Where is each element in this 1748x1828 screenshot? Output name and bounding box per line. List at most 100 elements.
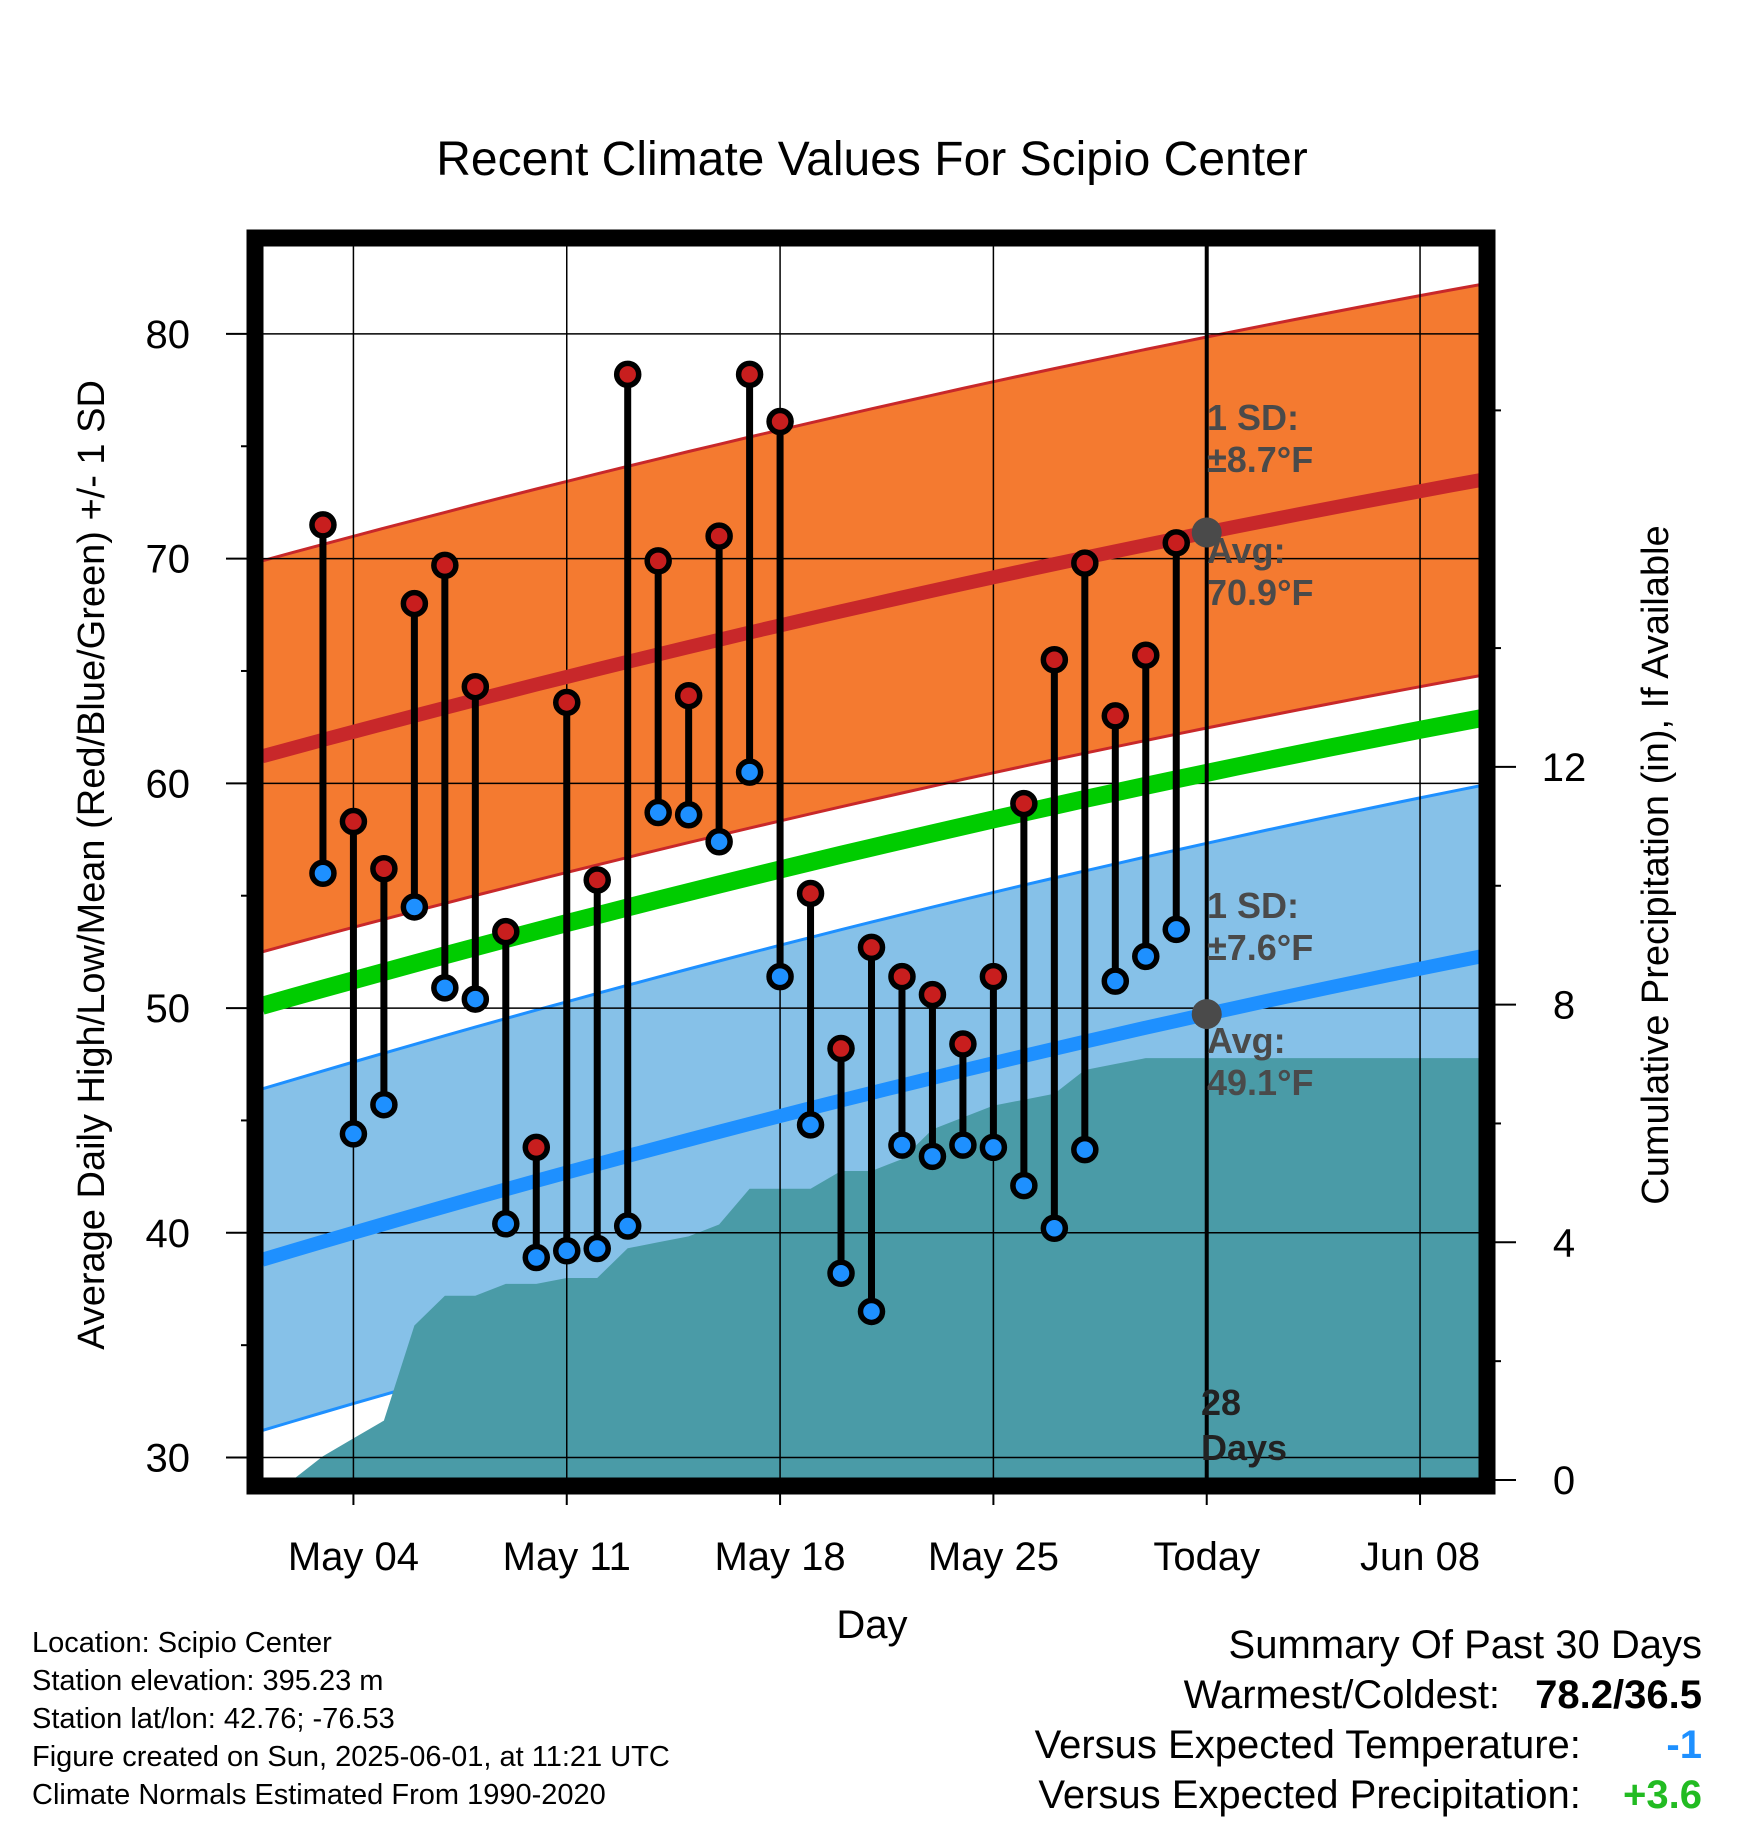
daily-low-point <box>461 985 490 1013</box>
daily-low-point <box>735 758 764 786</box>
today-avg-low-marker <box>1191 999 1222 1030</box>
daily-low-point <box>553 1237 581 1265</box>
high-avg-value: 70.9°F <box>1207 572 1313 613</box>
daily-high-point <box>309 511 337 539</box>
y-tick-label: 30 <box>146 1437 191 1481</box>
daily-high-point <box>400 589 429 618</box>
daily-low-point <box>979 1133 1008 1162</box>
high-sd-upper-edge <box>262 283 1481 563</box>
days-count: 28 <box>1201 1382 1241 1423</box>
x-tick-label: Jun 08 <box>1360 1535 1480 1579</box>
daily-low-point <box>522 1243 551 1272</box>
daily-low-point <box>1010 1171 1038 1200</box>
daily-high-point <box>1162 529 1190 557</box>
y-tick-label: 80 <box>146 313 191 357</box>
daily-high-point <box>583 866 611 894</box>
daily-low-point <box>1040 1214 1069 1243</box>
y-tick-label: 40 <box>146 1212 191 1256</box>
temp-departure-label: Versus Expected Temperature: <box>1034 1723 1581 1767</box>
summary-panel: Summary Of Past 30 Days Warmest/Coldest:… <box>1035 1620 1702 1820</box>
summary-warm-cold-row: Warmest/Coldest: 78.2/36.5 <box>1035 1670 1702 1720</box>
daily-low-point <box>1132 942 1160 971</box>
daily-low-point <box>796 1111 825 1139</box>
daily-low-point <box>339 1120 368 1148</box>
station-info: Location: Scipio Center Station elevatio… <box>32 1624 670 1814</box>
chart-annotations: 1 SD: ±8.7°F Avg: 70.9°F 1 SD: ±7.6°F Av… <box>1201 397 1313 1468</box>
y2-tick-label: 0 <box>1553 1459 1575 1503</box>
precipitation-area <box>292 1058 1481 1480</box>
daily-low-point <box>400 893 429 921</box>
high-sd-lower-edge <box>262 674 1481 954</box>
daily-low-point <box>888 1131 916 1159</box>
daily-high-point <box>553 688 581 717</box>
figure-created: Figure created on Sun, 2025-06-01, at 11… <box>32 1741 670 1773</box>
daily-high-point <box>522 1133 551 1162</box>
summary-precip-row: Versus Expected Precipitation: +3.6 <box>1035 1770 1702 1820</box>
daily-low-point <box>1071 1135 1099 1164</box>
daily-low-point <box>674 801 703 829</box>
y2-axis-label: Cumulative Precipitation (in), If Availa… <box>1635 525 1677 1204</box>
daily-low-point <box>370 1090 398 1119</box>
low-sd-upper-edge <box>262 784 1481 1091</box>
y2-tick-label: 4 <box>1553 1221 1575 1265</box>
daily-high-point <box>1071 549 1099 577</box>
chart-frame <box>246 229 1496 1495</box>
daily-low-point <box>583 1234 611 1263</box>
station-location: Location: Scipio Center <box>32 1627 332 1659</box>
precip-departure-value: +3.6 <box>1623 1773 1702 1817</box>
today-avg-high-marker <box>1191 517 1222 548</box>
high-sd-value: ±8.7°F <box>1207 439 1313 480</box>
daily-high-point <box>705 522 733 550</box>
y2-tick-label: 8 <box>1553 984 1575 1028</box>
summary-heading: Summary Of Past 30 Days <box>1228 1623 1702 1667</box>
x-tick-label: May 25 <box>928 1535 1059 1579</box>
daily-low-point <box>949 1131 977 1159</box>
high-sd-label: 1 SD: <box>1207 397 1299 438</box>
y2-tick-label: 12 <box>1542 746 1587 790</box>
x-tick-label: May 18 <box>714 1535 845 1579</box>
daily-low-point <box>827 1259 855 1288</box>
x-axis-label: Day <box>836 1603 907 1647</box>
chart-axis-ticks: 30 40 50 60 70 80 0 4 8 12 May 04 May 11 May 18 May 2… <box>146 313 1587 1579</box>
daily-high-point <box>1101 702 1130 730</box>
y-tick-label: 70 <box>146 538 191 582</box>
daily-high-point <box>370 854 398 883</box>
daily-high-point <box>766 407 794 436</box>
daily-low-point <box>492 1210 520 1238</box>
temp-departure-value: -1 <box>1666 1723 1702 1767</box>
daily-high-point <box>1010 789 1038 818</box>
high-avg-label: Avg: <box>1207 530 1286 571</box>
daily-high-point <box>949 1030 977 1058</box>
daily-low-point <box>644 798 672 827</box>
daily-high-point <box>674 681 703 710</box>
avg-high-line <box>262 473 1481 764</box>
low-sd-label: 1 SD: <box>1207 885 1299 926</box>
daily-high-point <box>1040 645 1069 674</box>
daily-low-point <box>1162 915 1190 944</box>
daily-high-point <box>613 360 642 389</box>
station-latlon: Station lat/lon: 42.76; -76.53 <box>32 1703 395 1735</box>
daily-high-point <box>888 962 916 991</box>
daily-low-point <box>431 974 459 1002</box>
chart-observations <box>309 360 1190 1326</box>
daily-high-point <box>857 933 886 962</box>
daily-high-point <box>979 962 1008 991</box>
daily-high-point <box>827 1034 855 1063</box>
avg-mean-line <box>262 709 1481 1015</box>
x-tick-label: Today <box>1153 1535 1260 1579</box>
daily-high-point <box>461 672 490 701</box>
daily-high-point <box>644 547 672 575</box>
daily-low-point <box>309 859 337 887</box>
warm-cold-value: 78.2/36.5 <box>1535 1673 1702 1717</box>
daily-low-point <box>1101 967 1130 995</box>
daily-high-point <box>918 980 947 1009</box>
daily-low-point <box>918 1142 947 1171</box>
days-label: Days <box>1201 1427 1287 1468</box>
daily-high-point <box>339 807 368 836</box>
chart-title: Recent Climate Values For Scipio Center <box>436 133 1307 186</box>
daily-high-point <box>735 360 764 389</box>
station-elevation: Station elevation: 395.23 m <box>32 1665 384 1697</box>
y-tick-label: 50 <box>146 987 191 1031</box>
low-avg-label: Avg: <box>1207 1020 1286 1061</box>
